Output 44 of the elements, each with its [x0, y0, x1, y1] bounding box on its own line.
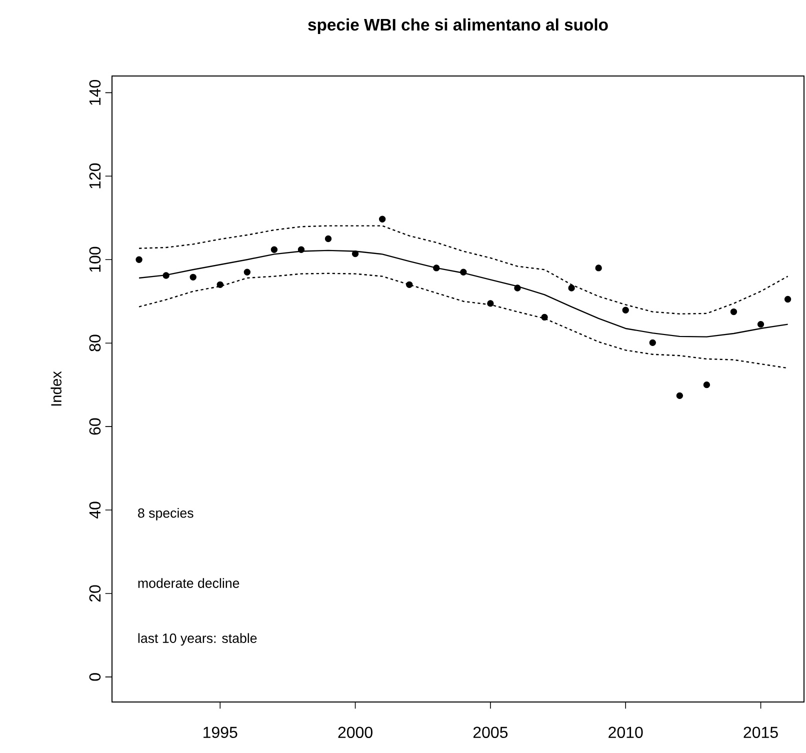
point: [270, 246, 278, 253]
point: [352, 250, 359, 258]
point: [514, 284, 521, 292]
line-series: [138, 272, 788, 369]
point: [162, 272, 170, 279]
point: [595, 264, 602, 272]
y-tick-label: 0: [89, 673, 101, 681]
point: [460, 268, 467, 276]
point: [406, 281, 413, 288]
point: [568, 284, 575, 292]
x-tick-label: 2005: [473, 726, 508, 738]
x-tick-label: 2010: [608, 726, 643, 738]
point: [541, 314, 548, 321]
point: [433, 264, 440, 272]
point: [676, 392, 684, 400]
point: [298, 246, 305, 253]
annotation: last 10 years: stable: [138, 633, 257, 646]
point: [730, 308, 738, 316]
point: [487, 300, 494, 307]
point: [784, 296, 792, 303]
point: [136, 256, 142, 263]
y-axis-title: Index: [50, 371, 62, 406]
y-tick-label: 140: [89, 80, 101, 105]
point: [216, 281, 224, 288]
x-tick-label: 2015: [744, 726, 778, 738]
point: [244, 268, 250, 276]
y-tick-label: 120: [89, 163, 101, 188]
point: [324, 235, 332, 242]
chart-title: specie WBI che si alimentano al suolo: [308, 18, 608, 34]
y-tick-label: 80: [89, 334, 101, 352]
y-tick-label: 60: [89, 418, 101, 435]
y-tick-label: 100: [89, 246, 101, 272]
point: [757, 320, 764, 328]
annotation: 8 species: [138, 508, 194, 520]
y-tick-label: 20: [89, 585, 101, 602]
point: [649, 339, 656, 346]
point: [190, 274, 196, 280]
x-tick-label: 1995: [204, 726, 238, 738]
point: [703, 381, 710, 388]
annotation: moderate decline: [138, 578, 240, 588]
point: [378, 216, 386, 222]
x-tick-label: 2000: [338, 726, 372, 738]
point: [622, 306, 629, 314]
y-tick-label: 40: [89, 502, 101, 519]
